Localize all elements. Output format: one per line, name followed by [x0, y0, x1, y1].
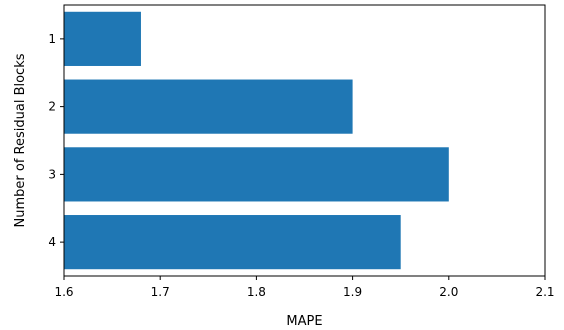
x-tick-label: 2.0	[439, 285, 458, 299]
y-tick-label: 1	[48, 32, 56, 46]
x-axis-ticks: 1.6 1.7 1.8 1.9 2.0 2.1	[54, 276, 555, 299]
bar-4	[64, 215, 401, 270]
x-tick-label: 1.7	[151, 285, 170, 299]
x-tick-label: 1.8	[247, 285, 266, 299]
bars-group	[64, 11, 449, 270]
x-tick-label: 1.6	[54, 285, 73, 299]
bar-3	[64, 147, 449, 202]
y-tick-label: 2	[48, 100, 56, 114]
y-tick-label: 4	[48, 235, 56, 249]
bar-2	[64, 79, 353, 134]
x-tick-label: 2.1	[535, 285, 554, 299]
plot-frame	[63, 4, 546, 277]
y-tick-label: 3	[48, 167, 56, 181]
x-axis-title: MAPE	[286, 314, 322, 329]
y-axis-title: Number of Residual Blocks	[13, 53, 28, 227]
bar-1	[64, 11, 141, 66]
y-axis-ticks: 1 2 3 4	[48, 32, 64, 249]
x-tick-label: 1.9	[343, 285, 362, 299]
